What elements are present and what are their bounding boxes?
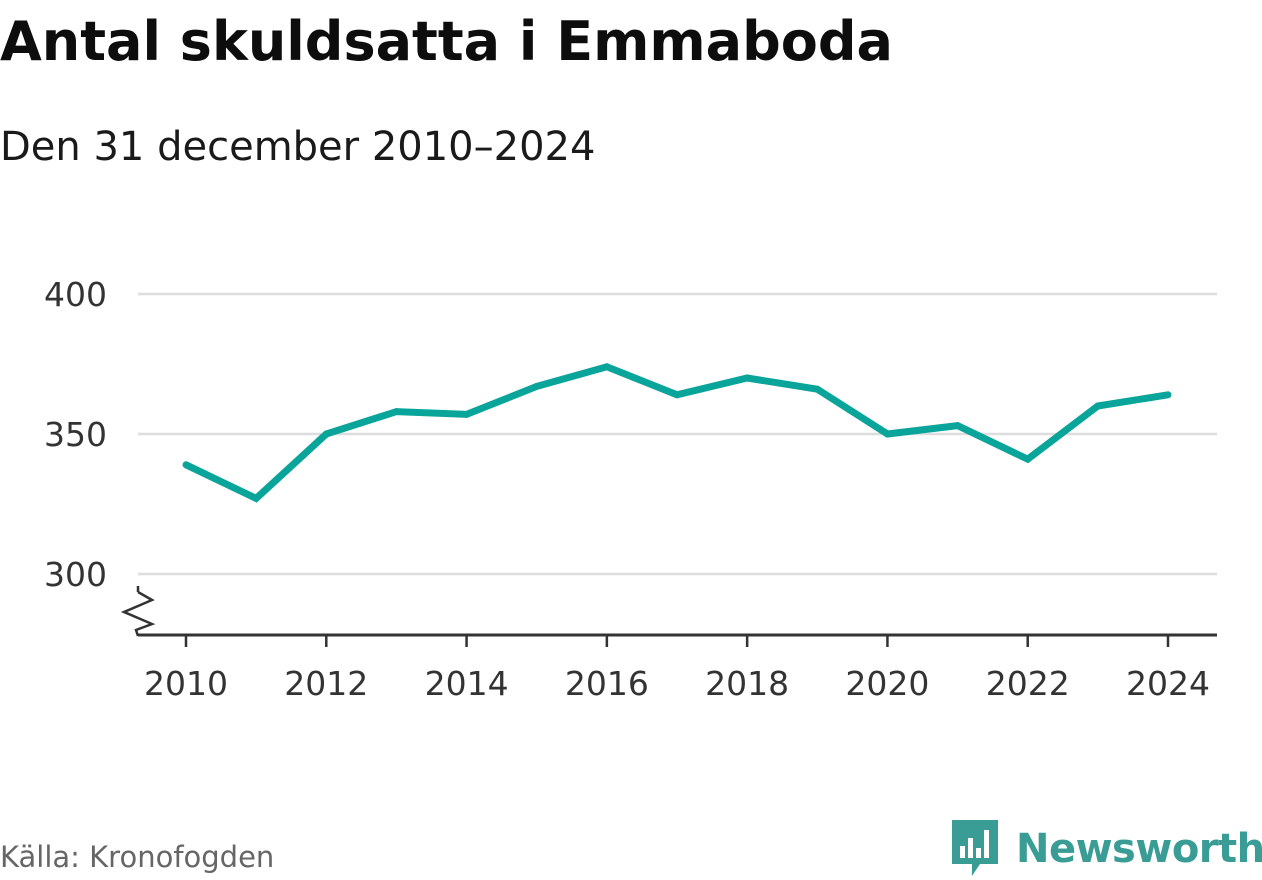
x-tick-label: 2020 bbox=[845, 664, 929, 703]
x-tick-label: 2018 bbox=[705, 664, 789, 703]
data-point bbox=[392, 408, 400, 416]
chart-subtitle: Den 31 december 2010–2024 bbox=[0, 124, 596, 170]
x-tick-label: 2014 bbox=[425, 664, 509, 703]
newsworthy-logo-text: Newsworthy bbox=[1016, 826, 1262, 872]
y-tick-label: 400 bbox=[44, 275, 107, 314]
source-note: Källa: Kronofogden bbox=[0, 840, 275, 874]
data-point bbox=[603, 363, 611, 371]
y-axis-break-icon bbox=[120, 590, 156, 637]
data-point bbox=[673, 391, 681, 399]
data-point bbox=[1094, 402, 1102, 410]
newsworthy-logo: Newsworthy bbox=[950, 818, 1262, 880]
data-point bbox=[813, 385, 821, 393]
newsworthy-logo-icon bbox=[952, 820, 998, 876]
data-point bbox=[182, 461, 190, 469]
x-tick-label: 2016 bbox=[565, 664, 649, 703]
series-line bbox=[184, 363, 1169, 503]
data-point bbox=[1164, 391, 1172, 399]
x-tick-label: 2022 bbox=[986, 664, 1070, 703]
data-point bbox=[883, 430, 891, 438]
data-point bbox=[954, 422, 962, 430]
chart-title: Antal skuldsatta i Emmaboda bbox=[0, 10, 893, 73]
x-tick-label: 2024 bbox=[1126, 664, 1210, 703]
x-tick-label: 2012 bbox=[284, 664, 368, 703]
data-point bbox=[1024, 455, 1032, 463]
y-tick-label: 300 bbox=[44, 555, 107, 594]
data-point bbox=[533, 382, 541, 390]
data-point bbox=[743, 374, 751, 382]
data-point bbox=[322, 430, 330, 438]
y-tick-label: 350 bbox=[44, 415, 107, 454]
data-point bbox=[252, 494, 260, 502]
data-point bbox=[463, 410, 471, 418]
x-tick-label: 2010 bbox=[144, 664, 228, 703]
